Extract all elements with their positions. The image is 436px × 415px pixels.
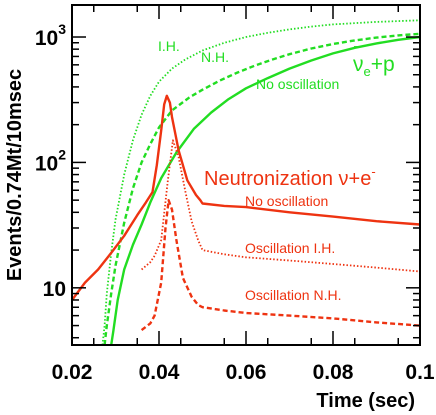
antineutrino-subscript: e <box>364 64 371 79</box>
series-line-nue-no-osc <box>71 94 421 301</box>
series-label-nuebar-nh: N.H. <box>201 49 229 65</box>
x-tick-label: 0.04 <box>139 361 180 384</box>
antineutrino-symbol: ν <box>353 53 364 76</box>
x-tick-label: 0.06 <box>226 361 267 384</box>
group-label-antineutrino: νe+p <box>353 53 395 79</box>
y-tick-label: 10 <box>43 278 66 301</box>
x-axis-title: Time (sec) <box>316 390 415 412</box>
plot-series <box>71 19 421 346</box>
series-line-nue-nh <box>140 198 421 332</box>
series-line-nuebar-no-osc <box>110 35 421 346</box>
series-label-nue-no-osc: No oscillation <box>245 193 328 209</box>
y-tick-base: 10 <box>35 27 58 50</box>
series-label-nuebar-ih: I.H. <box>158 38 180 54</box>
series-label-nue-nh: Oscillation N.H. <box>245 287 341 303</box>
y-tick-base: 10 <box>35 152 58 175</box>
group-label-neutronization: Neutronization ν+e- <box>204 164 376 190</box>
y-tick-base: 10 <box>43 278 66 301</box>
series-line-nuebar-nh <box>103 32 421 346</box>
antineutrino-overbar: – <box>354 37 362 53</box>
x-tick-label: 0.1 <box>405 361 435 384</box>
y-tick-exponent: 3 <box>58 21 66 37</box>
y-tick-exponent: 2 <box>58 146 66 162</box>
y-axis-title: Events/0.74Mt/10msec <box>4 69 26 281</box>
axis-ticks <box>71 5 421 345</box>
series-label-nue-ih: Oscillation I.H. <box>245 240 335 256</box>
antineutrino-reaction-tail: +p <box>371 53 395 76</box>
x-tick-label: 0.08 <box>313 361 354 384</box>
series-label-nuebar-no-osc: No oscillation <box>256 76 339 92</box>
y-tick-label: 103 <box>35 21 66 50</box>
y-tick-label: 102 <box>35 146 66 175</box>
neutronization-superscript: - <box>371 164 375 179</box>
neutronization-text: Neutronization ν+e <box>204 168 371 190</box>
x-tick-label: 0.02 <box>52 361 93 384</box>
